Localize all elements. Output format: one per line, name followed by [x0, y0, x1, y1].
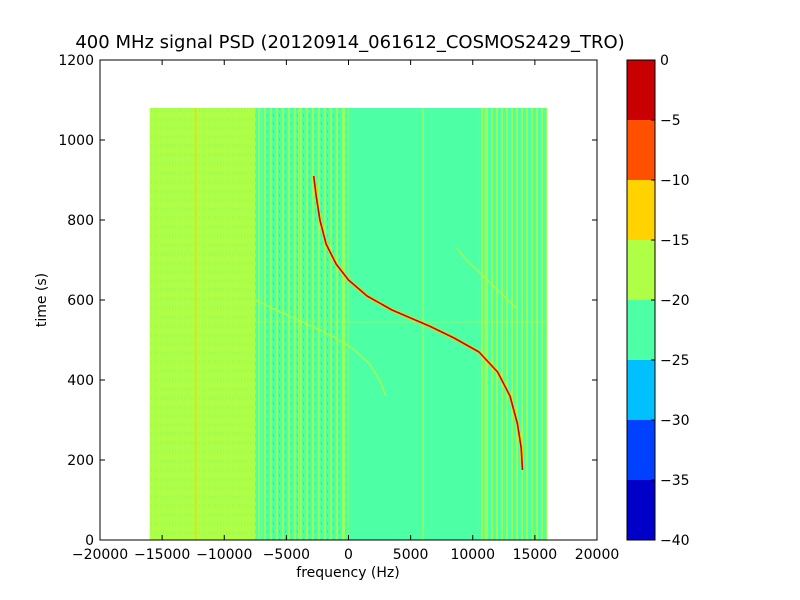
- colorbar-band: [627, 360, 655, 420]
- x-tick-label: 5000: [393, 547, 429, 563]
- plot-area: −20000 −15000 −10000 −5000 0 5000 10000 15000 20…: [58, 53, 619, 563]
- x-tick-label: −15000: [134, 547, 190, 563]
- y-tick-label: 0: [85, 533, 94, 549]
- psd-region: [348, 108, 479, 540]
- colorbar-tick-label: 0: [660, 53, 669, 69]
- colorbar-tick-label: −20: [660, 293, 690, 309]
- colorbar-band: [627, 420, 655, 480]
- psd-region: [255, 108, 349, 540]
- faint-track-left: [255, 299, 387, 397]
- colorbar-band: [627, 60, 655, 120]
- y-axis: 0 200 400 600 800 1000 1200: [58, 53, 597, 549]
- psd-region: [478, 108, 548, 540]
- x-tick-label: −5000: [263, 547, 310, 563]
- spectrogram-image: [149, 108, 548, 540]
- y-tick-label: 600: [67, 293, 94, 309]
- x-tick-label: 20000: [575, 547, 620, 563]
- main-doppler-track: [312, 175, 524, 471]
- doppler-tracks: [255, 175, 525, 471]
- y-tick-label: 1000: [58, 133, 94, 149]
- x-tick-label: −10000: [196, 547, 252, 563]
- colorbar-band: [627, 480, 655, 540]
- colorbar-band: [627, 180, 655, 240]
- colorbar-tick-label: −10: [660, 173, 690, 189]
- chart-title: 400 MHz signal PSD (20120914_061612_COSM…: [75, 32, 624, 53]
- colorbar-band: [627, 300, 655, 360]
- colorbar-tick-label: −25: [660, 353, 690, 369]
- y-tick-label: 800: [67, 213, 94, 229]
- colorbar-band: [627, 120, 655, 180]
- y-tick-label: 200: [67, 453, 94, 469]
- colorbar-tick-label: −35: [660, 473, 690, 489]
- x-tick-label: −20000: [72, 547, 128, 563]
- y-tick-label: 400: [67, 373, 94, 389]
- y-axis-label: time (s): [34, 273, 50, 327]
- colorbar-tick-label: −40: [660, 533, 690, 549]
- colorbar-band: [627, 240, 655, 300]
- colorbar-tick-label: −15: [660, 233, 690, 249]
- x-axis-label: frequency (Hz): [296, 565, 399, 581]
- psd-region: [149, 108, 256, 540]
- x-tick-label: 15000: [513, 547, 558, 563]
- x-tick-label: 0: [344, 547, 353, 563]
- faint-track-right: [456, 247, 517, 309]
- x-tick-label: 10000: [450, 547, 495, 563]
- colorbar-tick-label: −5: [660, 113, 681, 129]
- x-axis: −20000 −15000 −10000 −5000 0 5000 10000 15000 20…: [72, 60, 619, 563]
- y-tick-label: 1200: [58, 53, 94, 69]
- colorbar-tick-label: −30: [660, 413, 690, 429]
- colorbar: −40 −35 −30 −25 −20 −15 −10 −5 0: [626, 53, 690, 549]
